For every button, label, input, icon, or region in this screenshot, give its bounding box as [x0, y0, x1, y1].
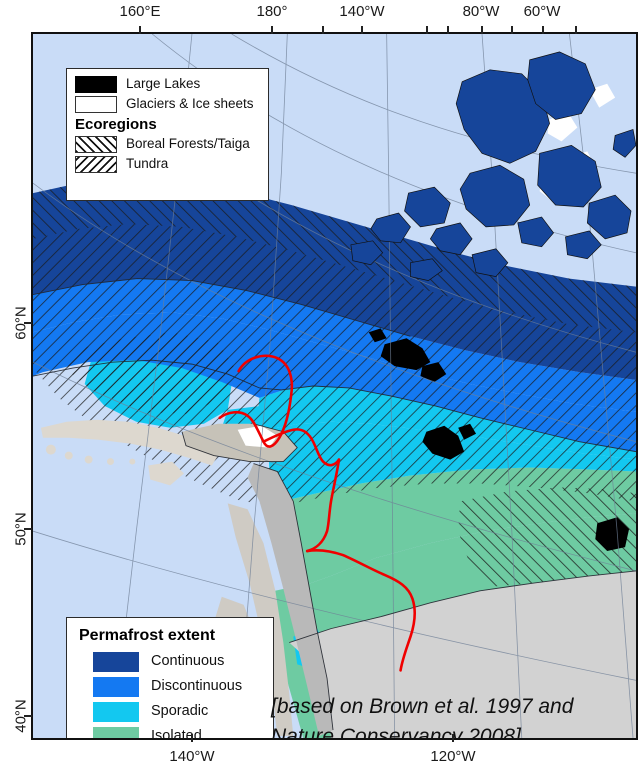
latitude-tick-left [24, 715, 32, 717]
longitude-tick-top [542, 26, 544, 34]
longitude-tick-top [139, 26, 141, 34]
sporadic-swatch-icon [93, 702, 139, 722]
arctic-archipelago [350, 51, 636, 281]
legend-item-label: Glaciers & Ice sheets [126, 96, 254, 112]
legend-item-glaciers: Glaciers & Ice sheets [75, 96, 260, 113]
legend-item-label: Continuous [151, 653, 225, 670]
glaciers-swatch-icon [75, 96, 117, 113]
legend-item-label: Boreal Forests/Taiga [126, 136, 250, 152]
legend-item-sporadic: Sporadic [93, 702, 263, 722]
large-lakes-swatch-icon [75, 76, 117, 93]
legend-item-label: Large Lakes [126, 76, 201, 92]
legend-item-large-lakes: Large Lakes [75, 76, 260, 93]
longitude-tick-top [322, 26, 324, 34]
coastlines [33, 278, 636, 731]
longitude-tick-top [511, 26, 513, 34]
latitude-label-left: 40°N [12, 699, 30, 733]
legend-item-label: Discontinuous [151, 678, 243, 695]
longitude-label-top: 160°E [119, 3, 161, 20]
legend-item-isolated: Isolated [93, 727, 263, 740]
longitude-tick-top [426, 26, 428, 34]
ecoregion-tundra-hatch [33, 178, 636, 587]
latitude-tick-left [24, 528, 32, 530]
latitude-label-left: 50°N [12, 512, 30, 546]
longitude-label-top: 60°W [523, 3, 561, 20]
longitude-label-bottom: 140°W [169, 748, 215, 765]
legend-permafrost-extent: Permafrost extent Continuous Discontinuo… [66, 617, 274, 740]
attribution-note: [based on Brown et al. 1997 and Nature C… [271, 692, 636, 740]
longitude-tick-top [271, 26, 273, 34]
legend-item-tundra: Tundra [75, 156, 260, 173]
attribution-line-2: Nature Conservancy 2008] [271, 725, 521, 740]
longitude-tick-top [481, 26, 483, 34]
legend-features: Large Lakes Glaciers & Ice sheets Ecoreg… [66, 68, 269, 201]
legend-item-label: Isolated [151, 728, 202, 740]
longitude-label-top: 140°W [339, 3, 385, 20]
longitude-tick-top [575, 26, 577, 34]
legend-item-label: Tundra [126, 156, 169, 172]
latitude-label-left: 60°N [12, 306, 30, 340]
longitude-label-top: 180° [256, 3, 288, 20]
longitude-tick-bottom [452, 734, 454, 742]
isolated-swatch-icon [93, 727, 139, 738]
boreal-hatch-swatch-icon [75, 136, 117, 153]
longitude-label-top: 80°W [462, 3, 500, 20]
legend-permafrost-title: Permafrost extent [79, 627, 216, 644]
attribution-line-1: [based on Brown et al. 1997 and [271, 695, 574, 718]
legend-item-boreal: Boreal Forests/Taiga [75, 136, 260, 153]
tundra-hatch-swatch-icon [75, 156, 117, 173]
longitude-tick-top [447, 26, 449, 34]
legend-item-discontinuous: Discontinuous [93, 677, 263, 697]
legend-item-continuous: Continuous [93, 652, 263, 672]
large-lakes [368, 328, 630, 552]
legend-item-label: Sporadic [151, 703, 209, 720]
longitude-tick-bottom [191, 734, 193, 742]
longitude-tick-top [361, 26, 363, 34]
latitude-tick-left [24, 322, 32, 324]
map-canvas[interactable] [33, 34, 636, 738]
legend-section-title: Ecoregions [75, 116, 157, 133]
longitude-label-bottom: 120°W [430, 748, 476, 765]
continuous-swatch-icon [93, 652, 139, 672]
map-frame[interactable]: Large Lakes Glaciers & Ice sheets Ecoreg… [31, 32, 638, 740]
red-boundary-line [218, 354, 416, 672]
discontinuous-swatch-icon [93, 677, 139, 697]
